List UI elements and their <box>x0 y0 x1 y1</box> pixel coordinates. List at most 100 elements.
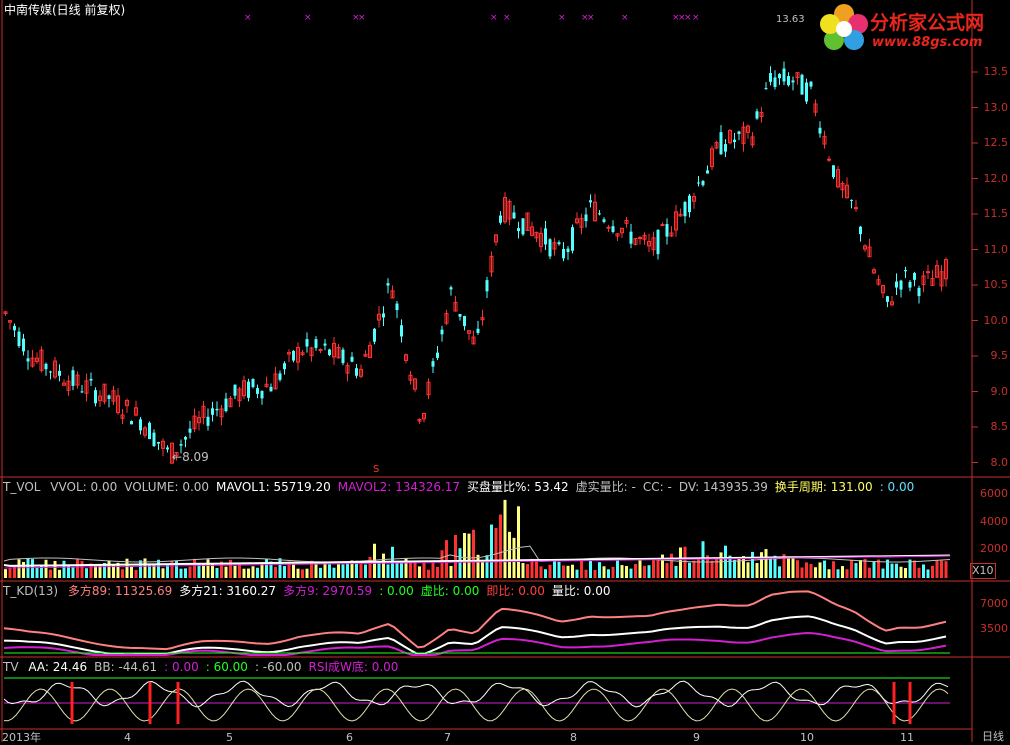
logo-url: www.88gs.com <box>872 35 983 50</box>
candle-body <box>44 363 48 370</box>
volume-bar <box>886 559 889 578</box>
candle-body <box>413 378 417 390</box>
candle-body <box>719 132 723 155</box>
vol-tick-label: 4000 <box>980 515 1008 528</box>
candle-body <box>539 232 543 248</box>
candle-body <box>206 416 210 426</box>
candle-body <box>544 228 547 245</box>
volume-bar <box>868 567 871 578</box>
volume-bar <box>764 549 768 578</box>
volume-bar <box>566 565 570 578</box>
volume-bar <box>544 569 547 578</box>
volume-bar <box>782 554 786 578</box>
volume-bar <box>940 560 943 578</box>
volume-bar <box>476 554 480 578</box>
candle-body <box>795 72 800 79</box>
kd-tick-label: 7000 <box>980 597 1008 610</box>
volume-bar <box>337 564 340 578</box>
volume-bar <box>589 558 592 578</box>
volume-bar <box>193 558 196 578</box>
signal-x-icon: × <box>581 13 589 23</box>
volume-bar <box>503 499 507 578</box>
candle-body <box>8 320 12 323</box>
sell-signal-marker: S <box>373 464 380 475</box>
candle-body <box>629 231 633 244</box>
candle-body <box>35 357 39 362</box>
volume-bar <box>310 560 313 578</box>
logo-text: 分析家公式网 <box>870 12 985 34</box>
x-axis-label: 6 <box>346 731 353 744</box>
volume-bar <box>359 563 363 578</box>
candle-body <box>665 224 669 237</box>
volume-bar <box>278 558 282 578</box>
candle-body <box>134 407 138 416</box>
candle-body <box>436 352 439 358</box>
candle-body <box>237 388 242 402</box>
volume-bar <box>571 564 574 578</box>
volume-bar <box>85 568 88 578</box>
tv_panel-item: BB: -44.61 <box>94 660 158 674</box>
volume-bar <box>130 566 133 578</box>
candle-body <box>688 195 691 213</box>
candle-body <box>548 239 552 257</box>
volume-bar <box>107 560 111 578</box>
candle-body <box>593 201 597 222</box>
candle-body <box>373 328 376 342</box>
volume-bar <box>161 568 165 578</box>
candle-body <box>296 346 300 363</box>
price-tick-label: 8.5 <box>990 420 1009 433</box>
candle-body <box>534 231 539 239</box>
volume-bar <box>877 559 880 578</box>
candle-body <box>139 419 142 431</box>
candle-body <box>575 218 579 224</box>
candle-body <box>881 284 885 294</box>
volume-bar <box>220 561 223 578</box>
candle-body <box>26 358 30 362</box>
volume-bar <box>926 569 930 578</box>
volume-bar <box>548 564 552 578</box>
candle-body <box>417 419 422 422</box>
flower-logo-icon <box>820 4 868 50</box>
candle-body <box>3 311 8 315</box>
vol_panel-item: 虚实量比: - <box>575 480 636 494</box>
volume-bar <box>346 562 349 578</box>
vol-legend: T_VOL VVOL: 0.00 VOLUME: 0.00 MAVOL1: 5571… <box>3 480 921 494</box>
volume-bar <box>247 568 250 578</box>
price-tick-label: 11.5 <box>983 207 1009 220</box>
vol_panel-item: VOLUME: 0.00 <box>124 480 210 494</box>
volume-bar <box>913 560 916 578</box>
candle-body <box>697 182 700 184</box>
candle-body <box>400 325 403 337</box>
vol_panel-item: MAVOL2: 134326.17 <box>337 480 461 494</box>
candle-body <box>899 280 903 290</box>
candle-body <box>17 331 21 347</box>
volume-bar <box>62 560 66 578</box>
volume-bar <box>80 561 84 578</box>
volume-bar <box>157 559 160 578</box>
vol_panel-item: MAVOL1: 55719.20 <box>216 480 331 494</box>
volume-bar <box>899 566 903 578</box>
candle-body <box>579 217 584 228</box>
candle-body <box>228 398 233 408</box>
candle-body <box>813 103 818 113</box>
volume-bar <box>625 566 628 578</box>
volume-bar <box>283 566 286 578</box>
chart-title: 中南传媒(日线 前复权) <box>4 3 126 17</box>
candle-body <box>557 242 561 245</box>
candle-body <box>921 275 926 285</box>
volume-bar <box>823 560 826 578</box>
volume-bar <box>814 567 817 578</box>
volume-bar <box>31 559 34 578</box>
volume-bar <box>881 568 885 578</box>
volume-bar <box>125 558 129 578</box>
candle-body <box>377 313 381 321</box>
x-axis-label: 2013年 <box>2 731 41 744</box>
price-tick-label: 10.0 <box>983 313 1009 327</box>
candle-body <box>350 356 354 362</box>
candle-body <box>566 248 570 253</box>
volume-bar <box>634 563 637 578</box>
candle-body <box>39 349 44 371</box>
low-price-value: 8.09 <box>182 450 209 464</box>
candle-body <box>571 227 574 251</box>
